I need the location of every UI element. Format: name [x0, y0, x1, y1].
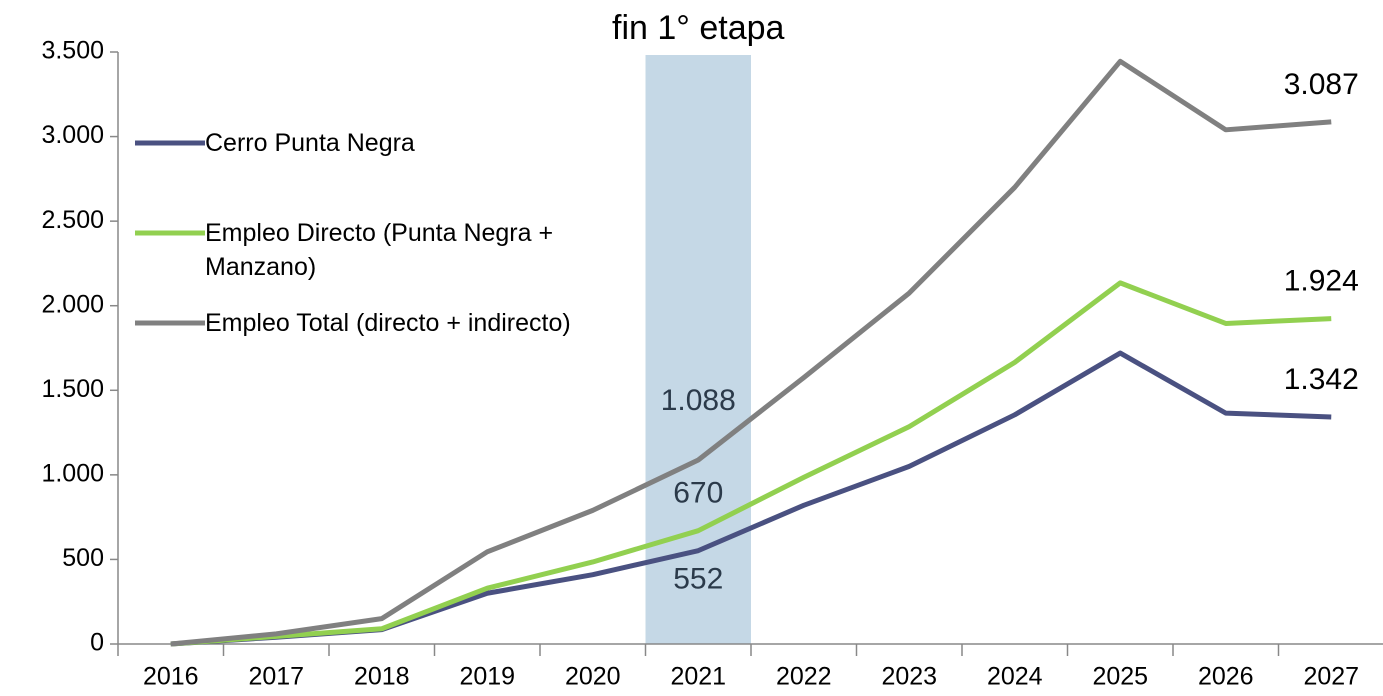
x-tick-label: 2016 — [143, 663, 199, 691]
legend-label: Cerro Punta Negra — [205, 129, 415, 157]
x-tick-label: 2023 — [881, 663, 937, 691]
data-label: 3.087 — [1284, 68, 1359, 101]
legend-label: Empleo Total (directo + indirecto) — [205, 309, 571, 337]
x-tick-label: 2024 — [987, 663, 1043, 691]
y-tick-label: 1.500 — [41, 375, 104, 403]
data-label: 670 — [673, 477, 723, 510]
series-line — [170, 280, 1332, 647]
data-label: 1.924 — [1284, 264, 1359, 297]
y-tick-label: 1.000 — [41, 459, 104, 487]
data-label: 552 — [673, 563, 723, 596]
y-tick-label: 2.500 — [41, 206, 104, 234]
x-tick-label: 2026 — [1198, 663, 1254, 691]
x-tick-label: 2022 — [776, 663, 832, 691]
x-tick-label: 2018 — [354, 663, 410, 691]
data-label: 1.342 — [1284, 363, 1359, 396]
y-tick-label: 3.000 — [41, 121, 104, 149]
x-tick-label: 2027 — [1303, 663, 1359, 691]
highlight-band — [645, 55, 751, 644]
y-tick-label: 2.000 — [41, 290, 104, 318]
x-tick-label: 2025 — [1092, 663, 1148, 691]
data-label: 1.088 — [661, 384, 736, 417]
x-tick-label: 2020 — [565, 663, 621, 691]
annotation: fin 1° etapa — [612, 9, 784, 47]
x-tick-label: 2019 — [459, 663, 515, 691]
legend-label: Empleo Directo (Punta Negra + Manzano) — [205, 219, 554, 281]
y-tick-label: 500 — [62, 544, 104, 572]
x-tick-label: 2021 — [670, 663, 726, 691]
y-tick-label: 0 — [90, 629, 104, 657]
series-line — [170, 58, 1332, 647]
y-tick-label: 3.500 — [41, 37, 104, 65]
x-tick-label: 2017 — [248, 663, 304, 691]
